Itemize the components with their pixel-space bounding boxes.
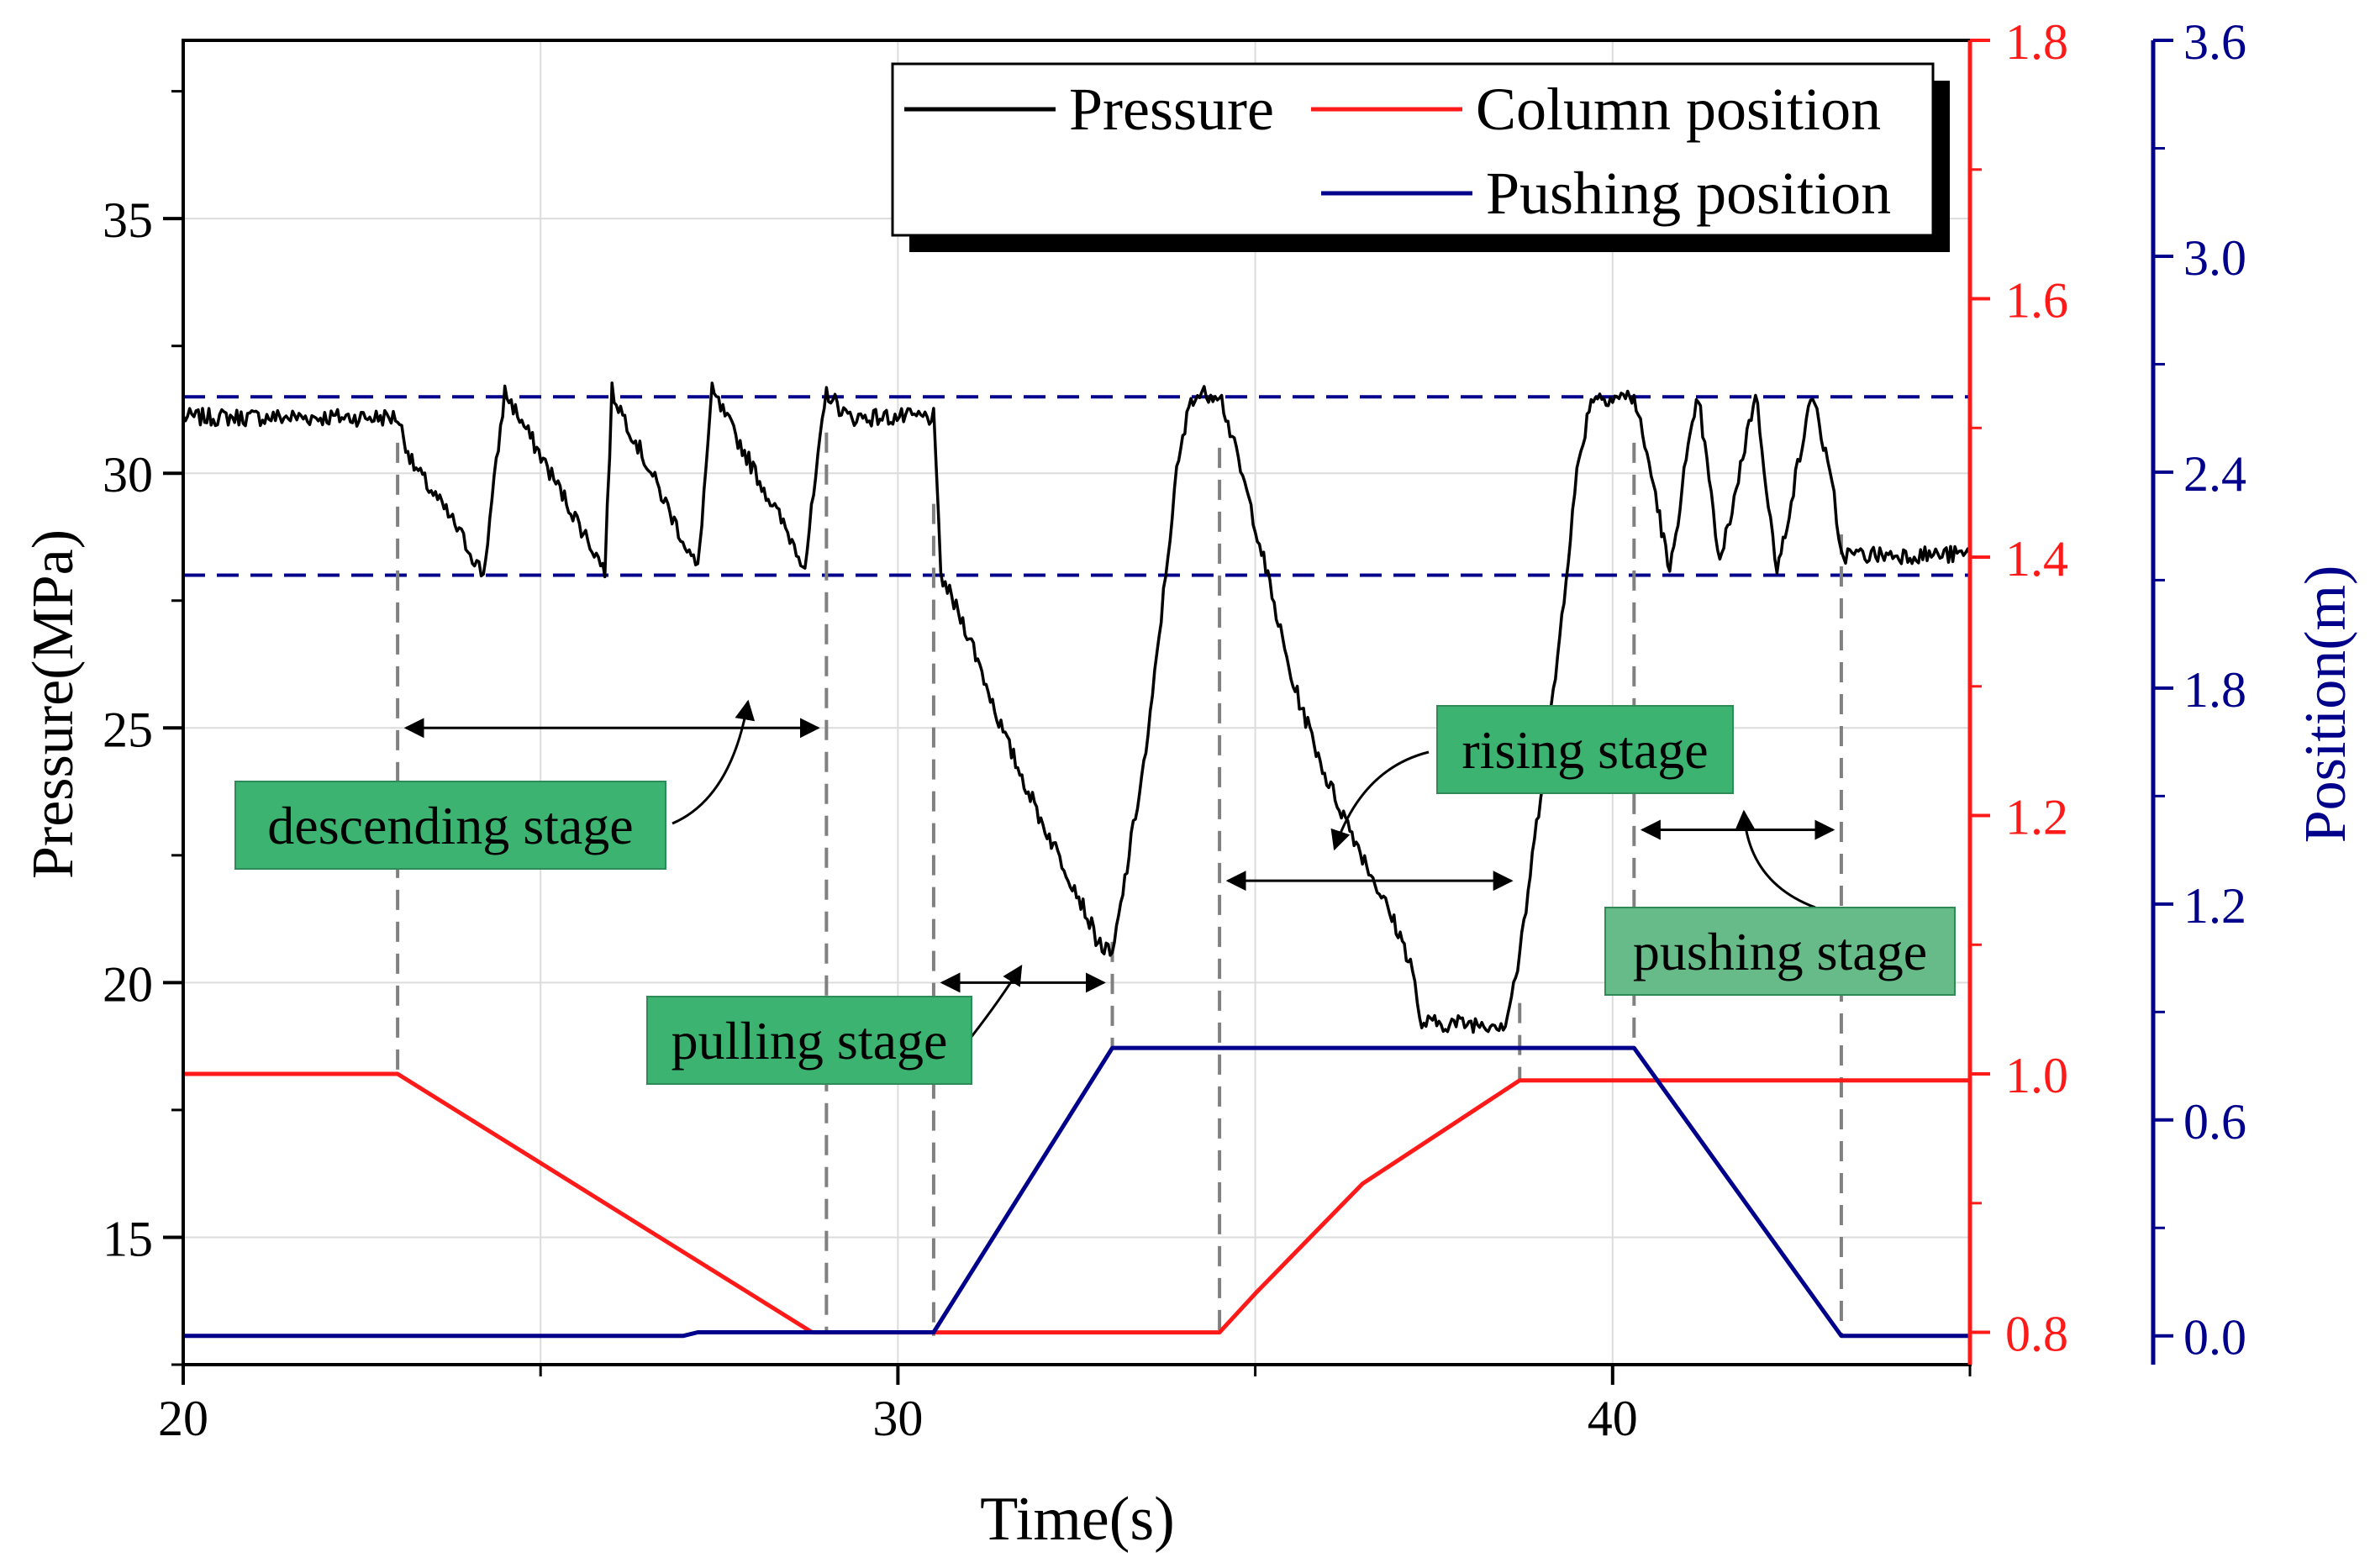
stage-box — [234, 781, 666, 870]
y-tick-label-left: 35 — [103, 192, 153, 248]
stage-label: pulling stage — [672, 1011, 948, 1071]
legend-label: Pushing position — [1486, 160, 1891, 227]
y-tick-label-right-blue: 3.6 — [2183, 14, 2246, 70]
series-line-pushing-position — [183, 1045, 1970, 1339]
stage-label: rising stage — [1462, 720, 1708, 780]
y-tick-label-left: 15 — [103, 1211, 153, 1266]
stage-annotations: descending stage pulling stage rising stag… — [234, 699, 1956, 1085]
legend-label: Column position — [1476, 76, 1881, 143]
legend-label: Pressure — [1069, 76, 1274, 143]
stage-leader-arrow — [1330, 750, 1430, 851]
y-tick-label-left: 30 — [103, 447, 153, 502]
y-tick-label-left: 25 — [103, 702, 153, 757]
x-tick-label: 20 — [158, 1391, 208, 1446]
y-axis-title-left: Pressure(MPa) — [21, 529, 86, 879]
stage-box — [646, 996, 972, 1085]
y-tick-label-left: 20 — [103, 956, 153, 1012]
y-tick-label-right-blue: 1.8 — [2183, 662, 2246, 718]
y-tick-label-right-blue: 0.0 — [2183, 1310, 2246, 1365]
y-tick-label-right-blue: 2.4 — [2183, 446, 2246, 502]
y-tick-label-right-blue: 3.0 — [2183, 230, 2246, 286]
stage-leader-arrow — [672, 699, 756, 825]
stage-box — [1436, 705, 1734, 794]
stage-box — [1604, 907, 1956, 996]
y-tick-label-right-red: 1.2 — [2005, 790, 2068, 845]
y-tick-label-right-red: 1.4 — [2005, 531, 2068, 587]
stage-leader-arrow — [969, 964, 1023, 1039]
series-lines — [182, 381, 1972, 1339]
guide-lines — [396, 432, 1843, 1336]
reference-lines — [183, 395, 1970, 577]
axes: 15 20 25 30 35 20 30 40 0.8 1.0 1.2 1.4 1.6 1.8 0.0 0.6… — [103, 14, 2246, 1446]
series-line-column-position — [183, 1071, 1970, 1335]
y-tick-label-right-red: 1.8 — [2005, 14, 2068, 70]
x-axis-title: Time(s) — [980, 1485, 1175, 1554]
stage-label: pushing stage — [1633, 922, 1927, 981]
y-tick-label-right-red: 0.8 — [2005, 1307, 2068, 1362]
y-tick-label-right-blue: 1.2 — [2183, 878, 2246, 934]
y-tick-label-right-red: 1.6 — [2005, 273, 2068, 329]
y-tick-label-right-red: 1.0 — [2005, 1048, 2068, 1103]
y-axis-title-right: Position(m) — [2294, 566, 2358, 844]
x-tick-label: 40 — [1588, 1391, 1638, 1446]
x-tick-label: 30 — [872, 1391, 923, 1446]
stage-leader-arrow — [1735, 809, 1816, 909]
y-tick-label-right-blue: 0.6 — [2183, 1094, 2246, 1150]
series-line-pressure — [182, 381, 1972, 1034]
stage-label: descending stage — [267, 796, 633, 855]
legend-box — [891, 62, 1935, 237]
legend: Pressure Column position Pushing position — [891, 62, 1950, 252]
